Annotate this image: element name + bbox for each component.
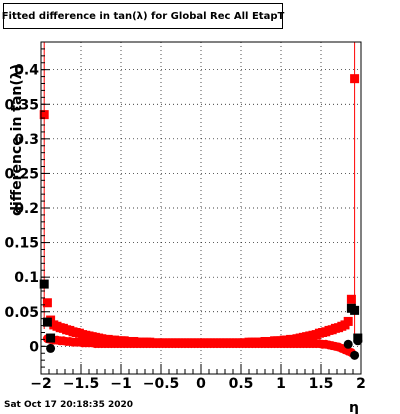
y-axis-title: difference in tan(λ) (9, 64, 25, 216)
y-tick-label: 0.35 (4, 97, 39, 113)
data-point (350, 74, 360, 84)
x-tick-label: 0 (196, 376, 206, 392)
data-point (42, 298, 52, 308)
data-point (39, 110, 49, 120)
data-point (46, 343, 56, 353)
y-tick-label: 0.1 (14, 270, 39, 286)
data-point (350, 305, 360, 315)
timestamp: Sat Oct 17 20:18:35 2020 (4, 400, 134, 410)
data-point (346, 294, 356, 304)
data-point (350, 350, 360, 360)
chart-title: Fitted difference in tan(λ) for Global R… (1, 10, 285, 22)
y-tick-label: 0 (29, 339, 39, 355)
axis-ticks (40, 48, 362, 375)
x-tick-label: −2 (30, 376, 51, 392)
data-points (39, 74, 363, 360)
data-point (343, 316, 353, 326)
chart-title-box: Fitted difference in tan(λ) for Global R… (1, 3, 285, 29)
x-tick-labels: −2 −1.5 −1 −0.5 0 0.5 1 1.5 2 (30, 376, 366, 392)
y-tick-label: 0.3 (14, 132, 39, 148)
y-tick-label: 0.25 (4, 166, 39, 182)
x-tick-label: −1 (110, 376, 131, 392)
data-point (343, 339, 353, 349)
error-bars (43, 42, 356, 335)
x-tick-label: −1.5 (63, 376, 100, 392)
x-axis-title: η (349, 400, 359, 414)
x-tick-label: 1 (276, 376, 286, 392)
y-tick-label: 0.05 (4, 305, 39, 321)
x-tick-label: −0.5 (143, 376, 180, 392)
y-tick-labels: 0 0.05 0.1 0.15 0.2 0.25 0.3 0.35 0.4 (4, 63, 39, 356)
x-tick-label: 2 (356, 376, 366, 392)
x-tick-label: 1.5 (309, 376, 334, 392)
x-tick-label: 0.5 (229, 376, 254, 392)
data-point (46, 333, 56, 343)
data-point (353, 336, 363, 346)
y-tick-label: 0.4 (14, 63, 39, 79)
grid-lines (40, 42, 362, 374)
y-tick-label: 0.2 (14, 201, 39, 217)
y-tick-label: 0.15 (4, 236, 39, 252)
data-point (42, 317, 52, 327)
